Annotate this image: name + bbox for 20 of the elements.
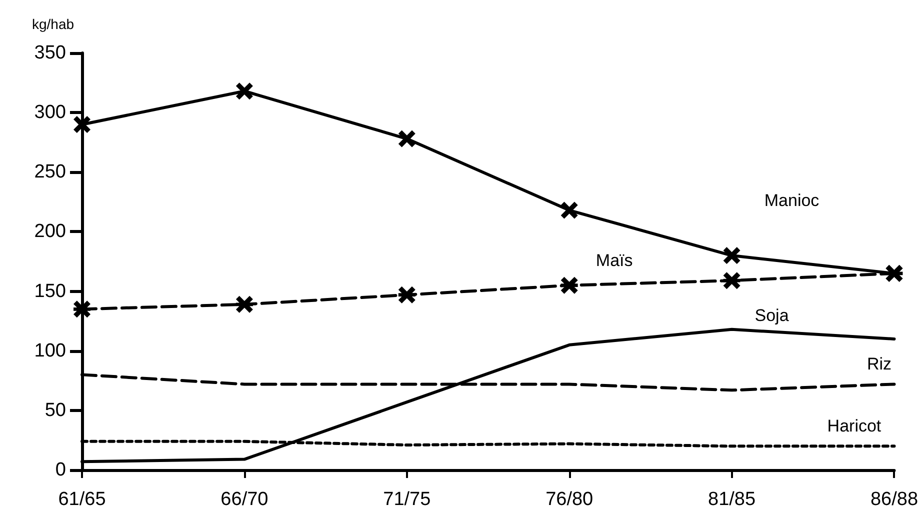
y-tick-label: 350 xyxy=(34,42,66,64)
y-tick-label: 0 xyxy=(55,460,66,480)
y-tick-label: 250 xyxy=(34,162,66,183)
x-tick-label: 86/88 xyxy=(870,489,918,510)
y-tick-label: 300 xyxy=(34,102,66,124)
x-tick-label: 81/85 xyxy=(708,489,756,510)
y-tick-label: 100 xyxy=(34,340,66,362)
x-tick-label: 61/65 xyxy=(58,489,106,510)
y-tick-label: 150 xyxy=(34,280,66,302)
x-tick-label: 71/75 xyxy=(383,489,431,510)
series-label: Maïs xyxy=(596,250,633,270)
x-tick-label: 66/70 xyxy=(220,489,268,510)
x-tick-label: 76/80 xyxy=(546,489,594,510)
series-label: Riz xyxy=(866,354,892,374)
y-tick-label: 50 xyxy=(44,400,66,421)
y-axis-title: kg/hab xyxy=(32,16,74,32)
series-label: Soja xyxy=(754,306,790,325)
y-tick-label: 200 xyxy=(34,221,66,242)
text: Manioc xyxy=(764,191,820,210)
series-label: Haricot xyxy=(827,416,882,436)
